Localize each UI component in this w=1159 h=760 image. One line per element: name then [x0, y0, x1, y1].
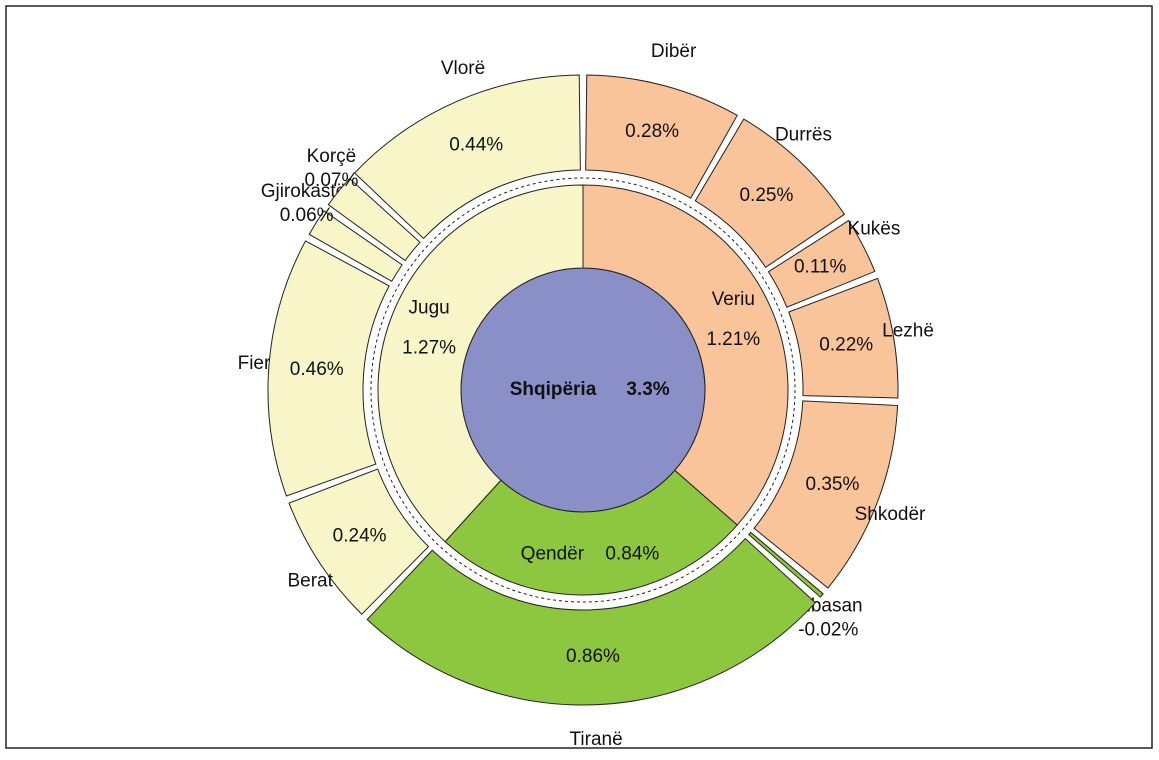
inner-value: 1.21%	[706, 329, 760, 350]
outer-sector	[288, 468, 430, 615]
outer-sector	[353, 74, 581, 240]
outer-value: 0.28%	[625, 121, 679, 142]
outer-value: 0.07%	[304, 170, 358, 191]
outer-name: Vlorë	[441, 58, 485, 79]
outer-sector	[267, 240, 390, 497]
outer-name: Gjirokastër	[261, 181, 354, 202]
outer-name: Fier	[238, 353, 271, 374]
outer-name: Tiranë	[570, 729, 623, 750]
outer-sector	[767, 219, 876, 308]
center-value: 3.3%	[626, 379, 669, 400]
outer-value: 0.22%	[819, 334, 873, 355]
outer-sector	[327, 177, 421, 262]
outer-value: 0.24%	[333, 525, 387, 546]
outer-name: Durrës	[775, 125, 832, 146]
inner-sector	[444, 469, 738, 596]
inner-name: Qendër	[521, 544, 585, 565]
outer-value: 0.25%	[739, 185, 793, 206]
outer-sector	[366, 537, 817, 706]
center-name: Shqipëria	[510, 379, 597, 400]
inner-name: Veriu	[712, 289, 755, 310]
outer-name: Berat	[287, 571, 333, 592]
inner-sector	[377, 184, 584, 543]
outer-name: Lezhë	[882, 320, 934, 341]
ring-gap	[370, 177, 796, 603]
inner-sector	[582, 184, 789, 526]
outer-value: -0.02%	[798, 619, 858, 640]
outer-name: Shkodër	[855, 504, 926, 525]
outer-sector	[788, 277, 899, 399]
outer-value: 0.06%	[280, 205, 334, 226]
outer-value: 0.11%	[794, 256, 847, 277]
outer-name: Kukës	[848, 218, 901, 239]
outer-name: Dibër	[651, 41, 697, 62]
outer-value: 0.46%	[290, 359, 344, 380]
outer-sector	[748, 531, 824, 598]
outer-sector	[753, 400, 899, 589]
inner-value: 1.27%	[402, 337, 456, 358]
outer-sector	[308, 210, 403, 282]
outer-sector	[585, 74, 738, 199]
outer-value: 0.86%	[566, 646, 620, 667]
inner-name: Jugu	[409, 297, 450, 318]
inner-value: 0.84%	[605, 544, 659, 565]
outer-sector	[694, 118, 846, 268]
outer-value: 0.35%	[806, 474, 860, 495]
outer-name: Korçë	[307, 146, 357, 167]
outer-value: 0.44%	[449, 134, 503, 155]
